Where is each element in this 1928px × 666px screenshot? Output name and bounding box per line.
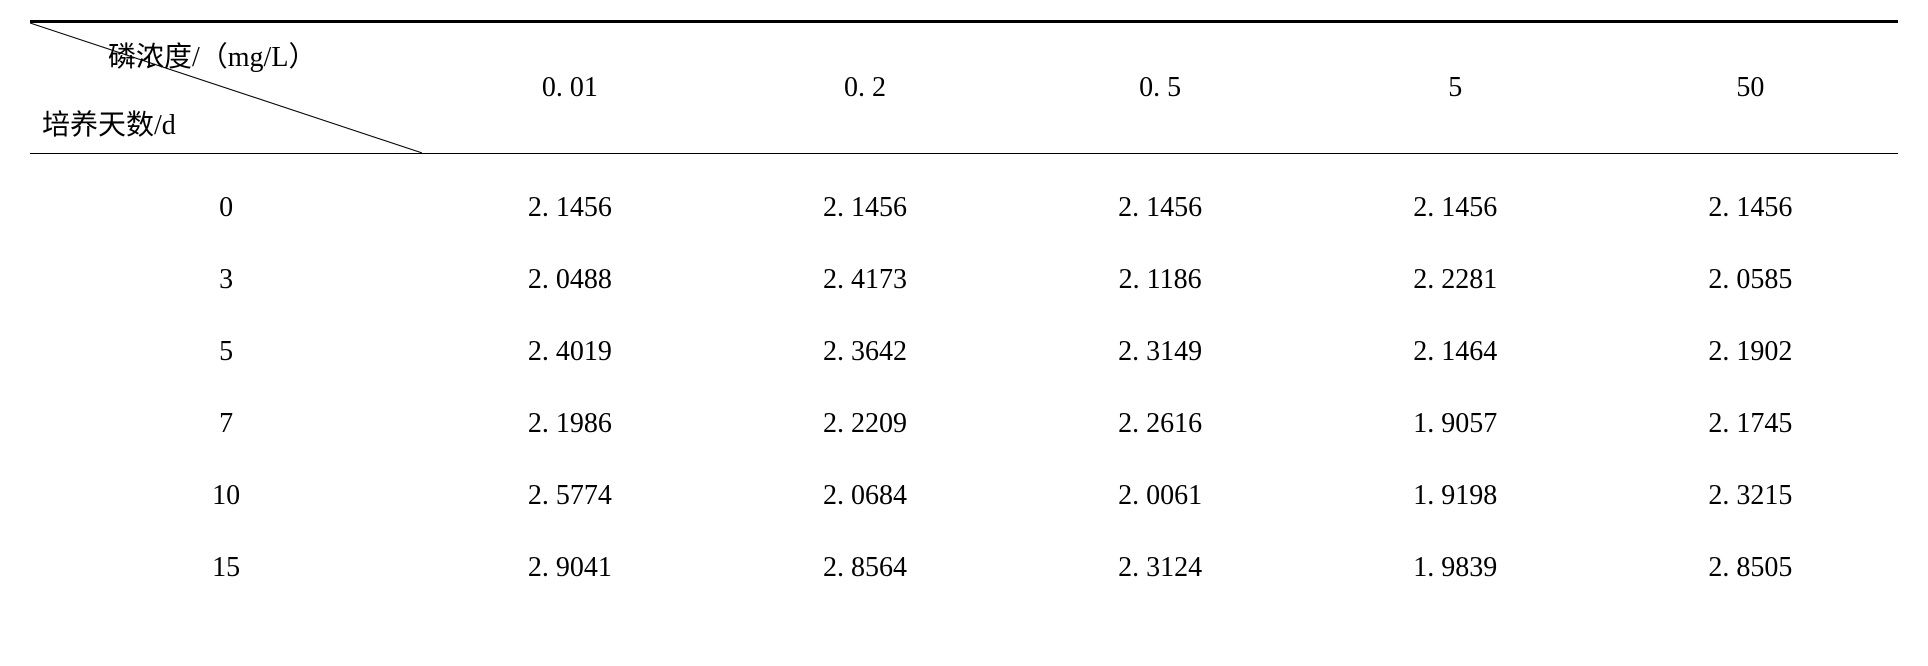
header-row: 磷浓度/（mg/L） 培养天数/d 0. 01 0. 2 0. 5 5 50 <box>30 22 1898 154</box>
cell: 2. 1456 <box>717 154 1012 245</box>
cell: 2. 8564 <box>717 532 1012 604</box>
column-header: 50 <box>1603 22 1898 154</box>
table-row: 7 2. 1986 2. 2209 2. 2616 1. 9057 2. 174… <box>30 388 1898 460</box>
table-row: 5 2. 4019 2. 3642 2. 3149 2. 1464 2. 190… <box>30 316 1898 388</box>
cell: 2. 0061 <box>1013 460 1308 532</box>
cell: 2. 1186 <box>1013 244 1308 316</box>
cell: 2. 3124 <box>1013 532 1308 604</box>
row-label: 10 <box>30 460 422 532</box>
cell: 2. 0585 <box>1603 244 1898 316</box>
cell: 2. 4173 <box>717 244 1012 316</box>
cell: 1. 9198 <box>1308 460 1603 532</box>
cell: 2. 8505 <box>1603 532 1898 604</box>
cell: 2. 9041 <box>422 532 717 604</box>
cell: 2. 1745 <box>1603 388 1898 460</box>
cell: 2. 0684 <box>717 460 1012 532</box>
diag-top-label: 磷浓度/（mg/L） <box>108 35 316 75</box>
cell: 2. 3642 <box>717 316 1012 388</box>
row-label: 3 <box>30 244 422 316</box>
cell: 2. 1456 <box>1013 154 1308 245</box>
column-header: 0. 5 <box>1013 22 1308 154</box>
column-header: 0. 01 <box>422 22 717 154</box>
cell: 2. 1456 <box>1308 154 1603 245</box>
row-label: 7 <box>30 388 422 460</box>
cell: 2. 4019 <box>422 316 717 388</box>
table-row: 0 2. 1456 2. 1456 2. 1456 2. 1456 2. 145… <box>30 154 1898 245</box>
row-label: 15 <box>30 532 422 604</box>
cell: 2. 1456 <box>422 154 717 245</box>
diagonal-header-cell: 磷浓度/（mg/L） 培养天数/d <box>30 22 422 154</box>
cell: 2. 1986 <box>422 388 717 460</box>
row-label: 0 <box>30 154 422 245</box>
cell: 2. 1456 <box>1603 154 1898 245</box>
table-row: 10 2. 5774 2. 0684 2. 0061 1. 9198 2. 32… <box>30 460 1898 532</box>
cell: 2. 5774 <box>422 460 717 532</box>
cell: 2. 2281 <box>1308 244 1603 316</box>
table-row: 3 2. 0488 2. 4173 2. 1186 2. 2281 2. 058… <box>30 244 1898 316</box>
diag-bottom-label: 培养天数/d <box>42 103 176 143</box>
cell: 2. 2616 <box>1013 388 1308 460</box>
column-header: 0. 2 <box>717 22 1012 154</box>
column-header: 5 <box>1308 22 1603 154</box>
cell: 2. 1902 <box>1603 316 1898 388</box>
cell: 2. 0488 <box>422 244 717 316</box>
cell: 2. 3149 <box>1013 316 1308 388</box>
data-table: 磷浓度/（mg/L） 培养天数/d 0. 01 0. 2 0. 5 5 50 0… <box>30 20 1898 604</box>
cell: 2. 3215 <box>1603 460 1898 532</box>
row-label: 5 <box>30 316 422 388</box>
cell: 1. 9057 <box>1308 388 1603 460</box>
cell: 1. 9839 <box>1308 532 1603 604</box>
cell: 2. 1464 <box>1308 316 1603 388</box>
cell: 2. 2209 <box>717 388 1012 460</box>
table-row: 15 2. 9041 2. 8564 2. 3124 1. 9839 2. 85… <box>30 532 1898 604</box>
table-body: 0 2. 1456 2. 1456 2. 1456 2. 1456 2. 145… <box>30 154 1898 605</box>
